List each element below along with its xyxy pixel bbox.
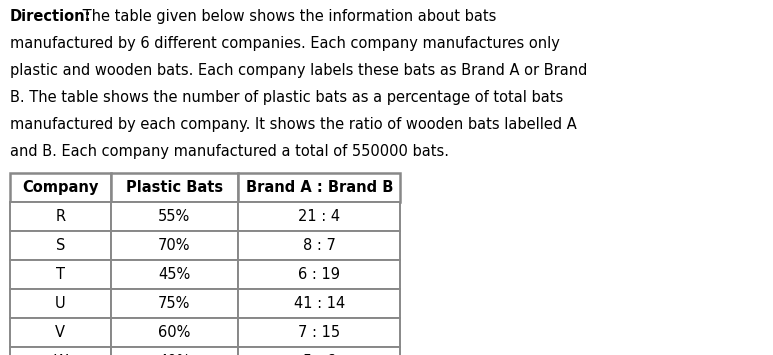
Bar — [10, 347, 111, 355]
Bar — [10, 231, 111, 260]
Bar — [238, 289, 400, 318]
Bar — [111, 231, 238, 260]
Text: Brand A : Brand B: Brand A : Brand B — [246, 180, 393, 195]
Text: 8 : 7: 8 : 7 — [303, 238, 335, 253]
Text: B. The table shows the number of plastic bats as a percentage of total bats: B. The table shows the number of plastic… — [10, 90, 564, 105]
Bar — [111, 289, 238, 318]
Bar — [238, 260, 400, 289]
Bar — [111, 318, 238, 347]
Bar — [238, 202, 400, 231]
Bar — [111, 173, 238, 202]
Text: 40%: 40% — [158, 354, 190, 355]
Text: 21 : 4: 21 : 4 — [298, 209, 340, 224]
Bar — [238, 231, 400, 260]
Text: W: W — [53, 354, 67, 355]
Text: 60%: 60% — [158, 325, 190, 340]
Bar — [10, 260, 111, 289]
Bar — [10, 202, 111, 231]
Text: 6 : 19: 6 : 19 — [298, 267, 340, 282]
Bar — [10, 318, 111, 347]
Text: U: U — [55, 296, 66, 311]
Text: Plastic Bats: Plastic Bats — [126, 180, 223, 195]
Bar — [238, 347, 400, 355]
Text: The table given below shows the information about bats: The table given below shows the informat… — [78, 9, 496, 24]
Text: manufactured by 6 different companies. Each company manufactures only: manufactured by 6 different companies. E… — [10, 36, 560, 51]
Text: 7 : 15: 7 : 15 — [298, 325, 340, 340]
Bar — [111, 202, 238, 231]
Text: 55%: 55% — [158, 209, 190, 224]
Text: 70%: 70% — [158, 238, 191, 253]
Text: 41 : 14: 41 : 14 — [294, 296, 345, 311]
Text: Company: Company — [22, 180, 98, 195]
Text: plastic and wooden bats. Each company labels these bats as Brand A or Brand: plastic and wooden bats. Each company la… — [10, 63, 587, 78]
Text: 5 : 6: 5 : 6 — [303, 354, 335, 355]
Text: V: V — [56, 325, 65, 340]
Text: T: T — [56, 267, 65, 282]
Text: 75%: 75% — [158, 296, 190, 311]
Bar — [238, 318, 400, 347]
Text: S: S — [56, 238, 65, 253]
Text: and B. Each company manufactured a total of 550000 bats.: and B. Each company manufactured a total… — [10, 144, 449, 159]
Text: Direction:: Direction: — [10, 9, 91, 24]
Text: manufactured by each company. It shows the ratio of wooden bats labelled A: manufactured by each company. It shows t… — [10, 117, 577, 132]
Bar — [111, 260, 238, 289]
Bar — [111, 347, 238, 355]
Bar — [10, 173, 111, 202]
Text: 45%: 45% — [158, 267, 190, 282]
Bar — [10, 289, 111, 318]
Bar — [238, 173, 400, 202]
Text: R: R — [55, 209, 66, 224]
